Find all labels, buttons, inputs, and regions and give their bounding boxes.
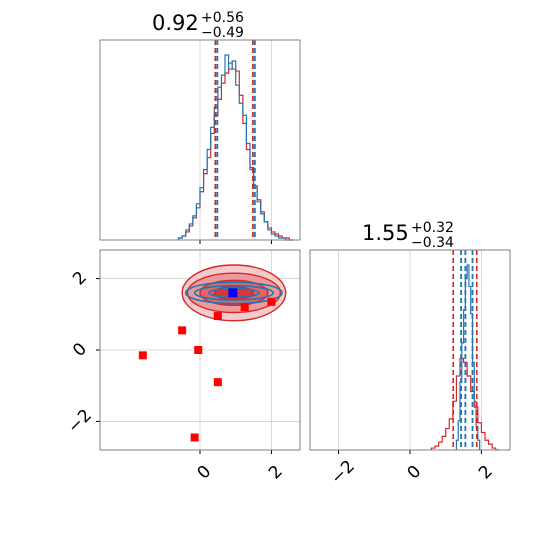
joint-point-red xyxy=(178,326,187,335)
joint-y-tick-label: 2 xyxy=(69,268,91,290)
param2-frame xyxy=(309,249,511,451)
param1-histogram-blue xyxy=(177,54,293,241)
joint-point-red xyxy=(213,378,222,387)
joint-distribution-panel: 0 2 −2 0 2 xyxy=(64,249,301,484)
param2-tick-label: −2 xyxy=(327,457,359,489)
param1-title-plus: +0.56 xyxy=(201,10,244,26)
joint-sample-dot xyxy=(180,286,183,289)
joint-contour-blue xyxy=(184,281,283,305)
joint-x-tick-label: 0 xyxy=(194,462,216,484)
joint-point-blue xyxy=(228,288,238,298)
joint-point-red xyxy=(240,303,249,312)
joint-x-tick-label: 2 xyxy=(265,462,287,484)
param1-histogram-panel xyxy=(99,39,301,244)
param1-title-minus: −0.49 xyxy=(201,25,244,41)
joint-point-red xyxy=(267,297,276,306)
param1-frame xyxy=(99,39,301,241)
param2-histogram-panel: −2 0 2 xyxy=(309,249,511,489)
param2-tick-label: 2 xyxy=(475,462,497,484)
param2-tick-label: 0 xyxy=(404,462,426,484)
panel-titles: 0.92 +0.56 −0.49 1.55 +0.32 −0.34 xyxy=(152,10,454,251)
joint-frame xyxy=(99,249,301,451)
joint-point-red xyxy=(213,312,222,321)
joint-point-red xyxy=(190,433,199,442)
param2-histogram-red xyxy=(430,357,500,451)
param2-title-minus: −0.34 xyxy=(411,235,454,251)
joint-point-red xyxy=(138,351,147,360)
param1-title-value: 0.92 xyxy=(152,11,199,35)
joint-y-tick-label: 0 xyxy=(69,339,91,361)
param2-title-plus: +0.32 xyxy=(411,220,454,236)
joint-contour-blue xyxy=(193,284,275,301)
joint-y-tick-label: −2 xyxy=(64,405,96,437)
param2-title-value: 1.55 xyxy=(362,221,409,245)
joint-point-red xyxy=(194,346,203,354)
param1-histogram-red xyxy=(177,62,293,241)
